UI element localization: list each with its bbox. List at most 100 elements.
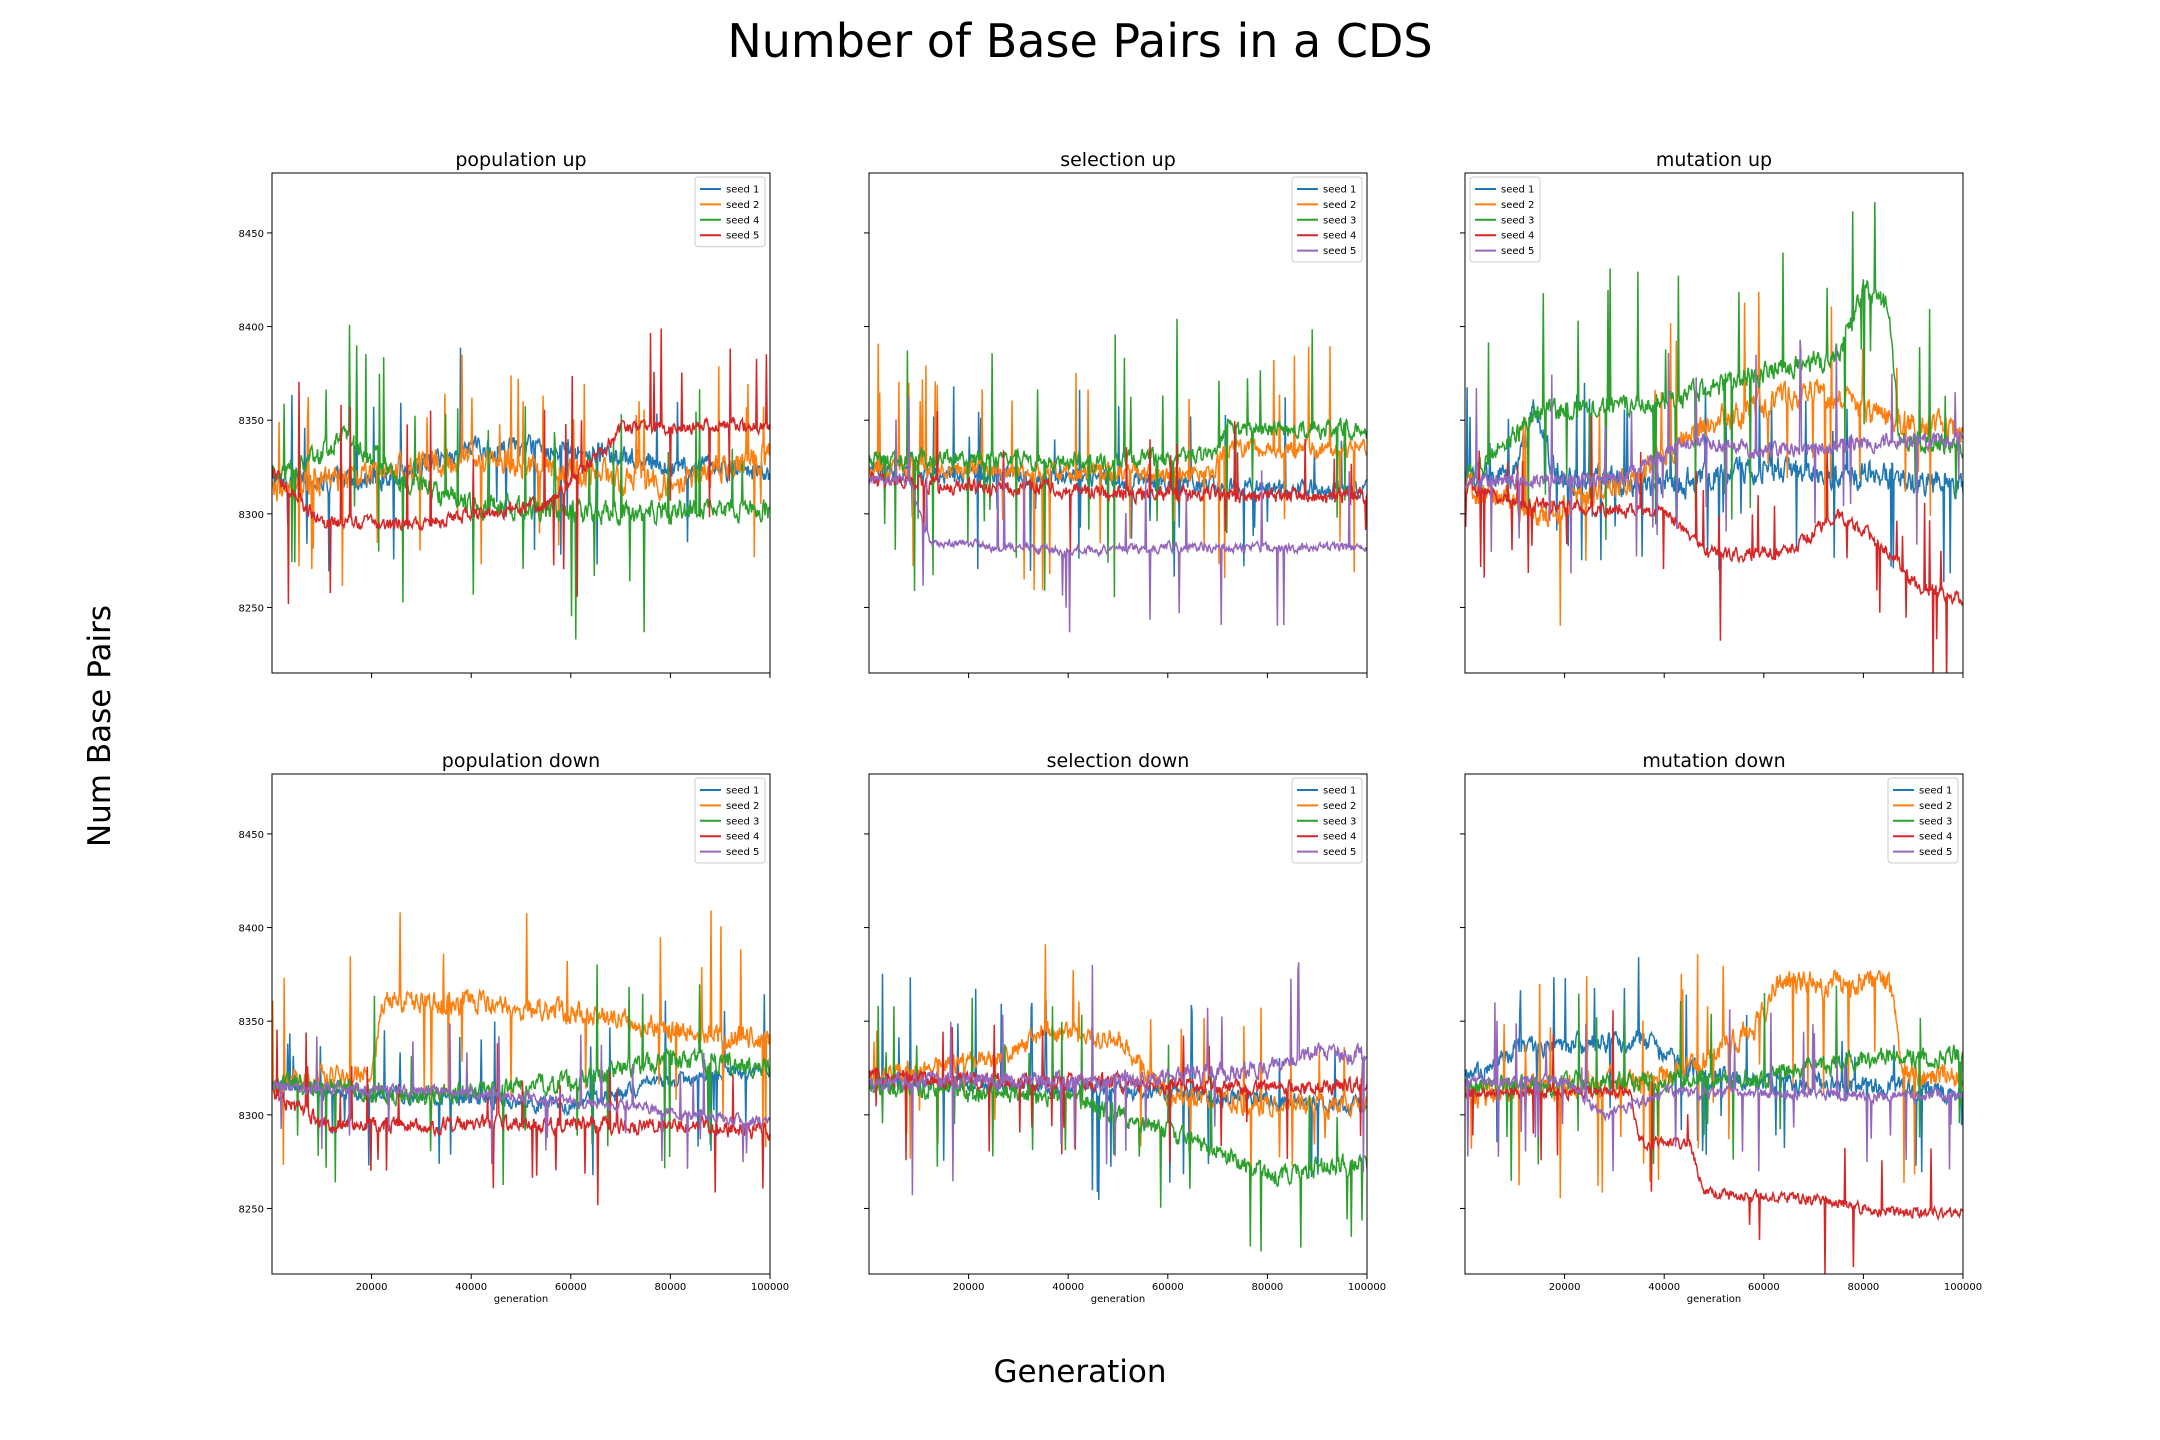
legend-label: seed 5 [1323, 246, 1356, 257]
legend-label: seed 5 [726, 231, 759, 242]
series-group [272, 910, 770, 1206]
x-axis-label: generation [1687, 1294, 1741, 1305]
legend-label: seed 2 [726, 200, 759, 211]
series-line-seed-5 [869, 962, 1367, 1196]
series-line-seed-2 [869, 343, 1367, 591]
series-line-seed-5 [1465, 1002, 1963, 1172]
x-tick-label: 80000 [1251, 1282, 1283, 1293]
x-tick-label: 60000 [555, 1282, 587, 1293]
legend-label: seed 4 [726, 215, 759, 226]
legend: seed 1 seed 2 seed 3 seed 4 seed 5 [1469, 176, 1541, 263]
legend-label: seed 1 [1323, 786, 1356, 797]
x-tick-label: 20000 [356, 1282, 388, 1293]
series-line-seed-5 [272, 328, 770, 605]
axes-frame [1464, 172, 1964, 674]
x-tick-label: 20000 [1549, 1282, 1581, 1293]
x-axis-label: generation [494, 1294, 548, 1305]
legend-label: seed 3 [1501, 215, 1534, 226]
x-tick-label: 80000 [654, 1282, 686, 1293]
legend: seed 1 seed 2 seed 4 seed 5 [694, 176, 766, 248]
y-tick-label: 8350 [239, 416, 264, 427]
legend: seed 1 seed 2 seed 3 seed 4 seed 5 [694, 777, 766, 864]
legend-label: seed 4 [726, 832, 759, 843]
x-tick-label: 80000 [1847, 1282, 1879, 1293]
series-group [272, 324, 770, 640]
axes-frame [271, 172, 771, 674]
y-tick-label: 8250 [239, 1204, 264, 1215]
series-group [869, 944, 1367, 1252]
legend-label: seed 2 [1323, 801, 1356, 812]
figure-title: Number of Base Pairs in a CDS [727, 14, 1433, 68]
y-tick-label: 8450 [239, 830, 264, 841]
legend-label: seed 3 [726, 816, 759, 827]
legend-box [1291, 176, 1363, 263]
legend-label: seed 4 [1323, 832, 1356, 843]
axes-frame [868, 773, 1368, 1275]
legend-label: seed 3 [1323, 215, 1356, 226]
x-tick-label: 60000 [1748, 1282, 1780, 1293]
legend-box [1469, 176, 1541, 263]
series-line-seed-2 [1465, 291, 1963, 626]
series-line-seed-4 [1465, 1010, 1963, 1274]
legend-label: seed 1 [726, 185, 759, 196]
x-tick-label: 40000 [1052, 1282, 1084, 1293]
legend-label: seed 2 [726, 801, 759, 812]
series-line-seed-2 [1465, 953, 1963, 1199]
legend-label: seed 4 [1323, 231, 1356, 242]
legend-label: seed 1 [1323, 185, 1356, 196]
legend-box [694, 777, 766, 864]
x-tick-label: 40000 [1648, 1282, 1680, 1293]
series-line-seed-3 [1465, 202, 1963, 540]
legend-label: seed 3 [1919, 816, 1952, 827]
legend: seed 1 seed 2 seed 3 seed 4 seed 5 [1291, 777, 1363, 864]
subplot-title: selection down [1047, 750, 1190, 772]
x-tick-label: 100000 [751, 1282, 789, 1293]
legend-label: seed 4 [1501, 231, 1534, 242]
subplot-title: population down [442, 750, 600, 772]
legend-box [1887, 777, 1959, 864]
axes-frame [1464, 773, 1964, 1275]
legend: seed 1 seed 2 seed 3 seed 4 seed 5 [1887, 777, 1959, 864]
series-line-seed-5 [869, 397, 1367, 633]
subplot-title: population up [455, 149, 586, 171]
subplot-population-down: population down 20000 40000 60000 80000 10000… [239, 750, 790, 1305]
series-line-seed-3 [272, 964, 770, 1186]
series-line-seed-3 [1465, 985, 1963, 1181]
axes-frame [271, 773, 771, 1275]
legend-label: seed 2 [1501, 200, 1534, 211]
legend-box [694, 176, 766, 248]
legend-label: seed 2 [1919, 801, 1952, 812]
series-line-seed-5 [1465, 339, 1963, 574]
series-line-seed-1 [1465, 382, 1963, 583]
y-tick-label: 8300 [239, 1111, 264, 1122]
x-tick-label: 20000 [953, 1282, 985, 1293]
legend-label: seed 4 [1919, 832, 1952, 843]
y-tick-label: 8400 [239, 323, 264, 334]
legend-label: seed 5 [1919, 847, 1952, 858]
series-group [1465, 953, 1963, 1274]
x-axis-label: generation [1091, 1294, 1145, 1305]
legend: seed 1 seed 2 seed 3 seed 4 seed 5 [1291, 176, 1363, 263]
series-line-seed-5 [272, 1023, 770, 1169]
legend-label: seed 5 [726, 847, 759, 858]
legend-label: seed 5 [1501, 246, 1534, 257]
series-group [1465, 202, 1963, 673]
subplot-title: mutation up [1656, 149, 1772, 171]
legend-label: seed 5 [1323, 847, 1356, 858]
series-line-seed-4 [869, 411, 1367, 554]
subplot-title: mutation down [1642, 750, 1785, 772]
x-tick-label: 100000 [1944, 1282, 1982, 1293]
figure-x-label: Generation [993, 1354, 1167, 1390]
y-tick-label: 8450 [239, 229, 264, 240]
legend-label: seed 3 [1323, 816, 1356, 827]
y-tick-label: 8250 [239, 603, 264, 614]
x-tick-label: 40000 [455, 1282, 487, 1293]
legend-label: seed 1 [1501, 185, 1534, 196]
legend-box [1291, 777, 1363, 864]
x-tick-label: 100000 [1348, 1282, 1386, 1293]
